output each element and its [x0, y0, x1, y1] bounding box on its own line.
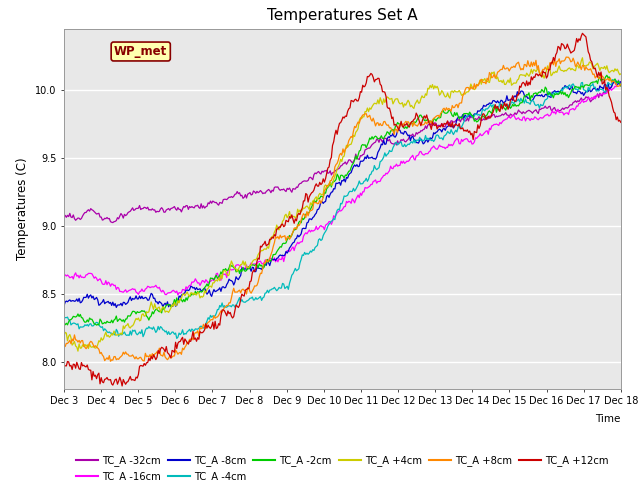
Title: Temperatures Set A: Temperatures Set A	[267, 9, 418, 24]
Text: Time: Time	[595, 414, 621, 424]
Y-axis label: Temperatures (C): Temperatures (C)	[17, 157, 29, 260]
Text: WP_met: WP_met	[114, 45, 168, 58]
Legend: TC_A -32cm, TC_A -16cm, TC_A -8cm, TC_A -4cm, TC_A -2cm, TC_A +4cm, TC_A +8cm, T: TC_A -32cm, TC_A -16cm, TC_A -8cm, TC_A …	[72, 451, 612, 480]
